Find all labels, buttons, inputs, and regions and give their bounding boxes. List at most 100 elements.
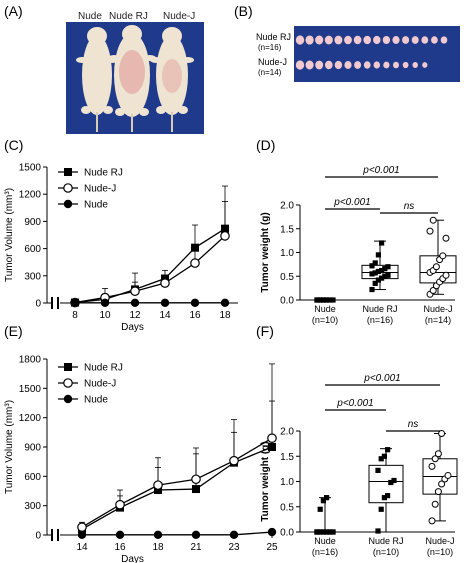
axis-break-gap <box>51 529 60 541</box>
data-point <box>426 227 434 235</box>
tumor-sample <box>431 36 438 44</box>
tumor-sample <box>412 61 418 69</box>
data-point <box>369 263 375 269</box>
data-point <box>385 447 391 453</box>
series-line <box>81 437 273 528</box>
group-n-label: (n=10) <box>312 315 338 325</box>
x-tick-label: 25 <box>266 542 278 553</box>
panel-d-label: (D) <box>256 137 275 153</box>
data-point <box>324 297 330 303</box>
data-point <box>385 264 391 270</box>
group-label: Nude <box>314 304 336 314</box>
data-point <box>438 430 446 438</box>
data-point <box>379 240 385 246</box>
data-point <box>442 271 450 279</box>
tumor-sample <box>393 61 399 69</box>
data-point <box>268 443 276 451</box>
y-tick-label: 300 <box>24 271 41 282</box>
axis-break-gap <box>51 297 60 309</box>
data-point <box>372 280 378 286</box>
data-point <box>434 488 442 496</box>
mouse-nude-rj <box>108 25 156 132</box>
tumor-row-label-2: Nude-J <box>258 57 287 67</box>
comparison-label: p<0.001 <box>362 165 399 176</box>
data-point <box>130 298 140 308</box>
legend-label: Nude <box>84 200 108 211</box>
tumor-sample <box>295 35 305 45</box>
data-point <box>153 480 163 490</box>
y-tick-label: 1.5 <box>280 452 294 463</box>
data-point <box>442 234 450 242</box>
tumor-sample <box>334 35 343 45</box>
data-point <box>444 471 452 479</box>
legend-marker <box>63 378 73 388</box>
data-point <box>130 286 140 297</box>
data-point <box>100 298 110 308</box>
data-point <box>115 499 125 510</box>
data-point <box>385 272 391 278</box>
mouse-label-1: Nude <box>78 11 102 22</box>
y-axis-label: Tumor Volume (mm³) <box>4 400 15 494</box>
mouse-label-3: Nude-J <box>163 11 195 22</box>
x-axis-label: Days <box>121 322 144 333</box>
data-point <box>115 530 125 540</box>
data-point <box>191 530 201 540</box>
group-n-label: (n=14) <box>425 315 451 325</box>
tumor-sample <box>295 60 305 70</box>
y-axis-label: Tumor weight (g) <box>260 212 271 292</box>
legend-label: Nude <box>84 395 108 406</box>
data-point <box>324 529 330 535</box>
series-line <box>74 235 226 304</box>
group-label: Nude <box>314 536 336 546</box>
data-point <box>267 527 277 537</box>
data-point <box>330 529 336 535</box>
tumor-sample <box>353 35 362 45</box>
data-point <box>317 297 323 303</box>
data-point <box>369 286 375 293</box>
data-point <box>160 298 170 308</box>
series-line <box>74 228 226 304</box>
y-tick-label: 1500 <box>19 163 42 174</box>
chart-e-tumor-volume: 0 300 600 900 1200 1500 1800 14 16 18 21 23 25 Days Tu… <box>4 355 278 563</box>
tumor-row-2 <box>295 60 428 70</box>
x-tick-label: 10 <box>99 310 111 321</box>
box <box>368 464 404 504</box>
data-point <box>77 522 87 532</box>
data-point <box>317 529 323 535</box>
mouse-nude-j <box>150 27 194 132</box>
group-label: Nude RJ <box>362 304 397 314</box>
data-point <box>314 297 320 303</box>
data-point <box>375 252 381 258</box>
legend-marker <box>63 183 73 193</box>
x-tick-label: 23 <box>228 542 240 553</box>
tumor-sample <box>373 61 381 69</box>
data-point <box>229 530 239 540</box>
data-point <box>372 260 378 266</box>
tumor-sample <box>315 35 324 45</box>
x-axis-label: Days <box>121 554 144 563</box>
y-tick-label: 1200 <box>19 413 42 424</box>
data-point <box>381 453 387 459</box>
tumor-sample <box>363 35 371 45</box>
group-n-label: (n=16) <box>312 547 338 557</box>
y-tick-label: 900 <box>24 443 41 454</box>
panel-a: (A) Nude Nude RJ Nude-J <box>4 3 204 134</box>
data-point <box>375 467 381 473</box>
tumor-row-label-1: Nude RJ <box>256 32 291 42</box>
legend-label: Nude-J <box>84 184 116 195</box>
panel-a-label: (A) <box>4 3 23 19</box>
data-point <box>314 529 320 535</box>
x-tick-label: 16 <box>189 310 201 321</box>
tumor-sample <box>363 61 371 69</box>
tumor-sample <box>324 60 333 70</box>
chart-c-tumor-volume: 0 300 600 900 1200 1500 8 10 12 14 16 18 Days Tumor V… <box>4 163 238 333</box>
x-tick-label: 21 <box>190 542 202 553</box>
y-tick-label: 0 <box>35 299 41 310</box>
x-tick-label: 14 <box>76 542 88 553</box>
data-point <box>320 498 326 504</box>
x-tick-label: 16 <box>114 542 126 553</box>
data-point <box>378 456 384 462</box>
panel-c-label: (C) <box>4 137 23 153</box>
data-point <box>378 506 384 512</box>
tumor-sample <box>344 35 352 45</box>
